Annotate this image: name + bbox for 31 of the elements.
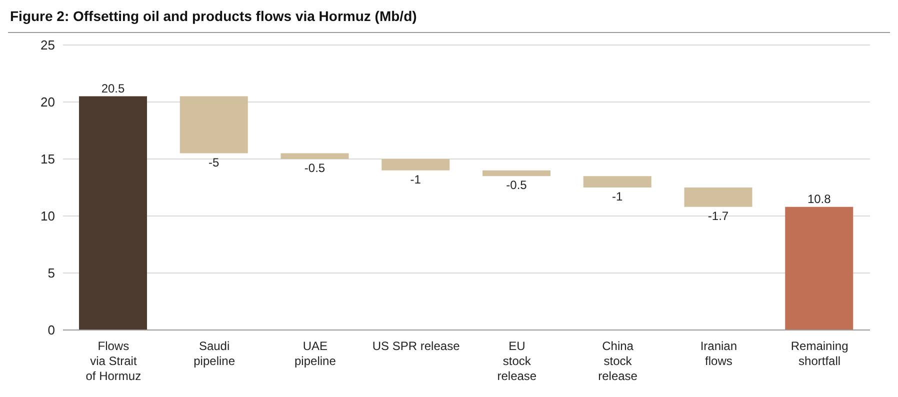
data-label: 10.8 <box>807 192 832 206</box>
y-tick-label: 10 <box>40 208 55 224</box>
data-label: 20.5 <box>101 81 125 96</box>
x-tick-label: Saudi pipeline <box>194 339 236 368</box>
x-tick-label: Iranian flows <box>700 339 738 368</box>
chart-title: Figure 2: Offsetting oil and products flows via Hormuz (Mb/d) <box>8 8 890 33</box>
x-tick-label: Flows via Strait of Hormuz <box>86 339 142 383</box>
data-label: -1 <box>612 190 624 204</box>
bar <box>280 153 349 159</box>
y-tick-label: 15 <box>40 152 55 167</box>
y-tick-label: 20 <box>40 94 55 110</box>
y-tick-label: 5 <box>48 266 55 281</box>
y-tick-label: 25 <box>40 38 55 53</box>
data-label: -0.5 <box>506 178 528 192</box>
bar <box>583 176 652 188</box>
x-tick-label: UAE pipeline <box>294 339 336 368</box>
data-label: -1.7 <box>708 208 729 223</box>
bar <box>382 159 450 170</box>
y-tick-label: 0 <box>48 322 55 338</box>
x-tick-label: Remaining shortfall <box>790 339 848 368</box>
bar <box>785 206 854 330</box>
x-tick-label: US SPR release <box>372 339 460 353</box>
data-label: -1 <box>410 172 422 186</box>
data-label: -5 <box>208 155 220 170</box>
x-tick-label: EU stock release <box>497 339 537 383</box>
data-label: -0.5 <box>304 161 326 175</box>
bar <box>684 188 752 207</box>
bar <box>482 170 550 176</box>
bar <box>180 96 248 154</box>
x-tick-label: China stock release <box>598 339 638 383</box>
bar <box>79 96 147 330</box>
